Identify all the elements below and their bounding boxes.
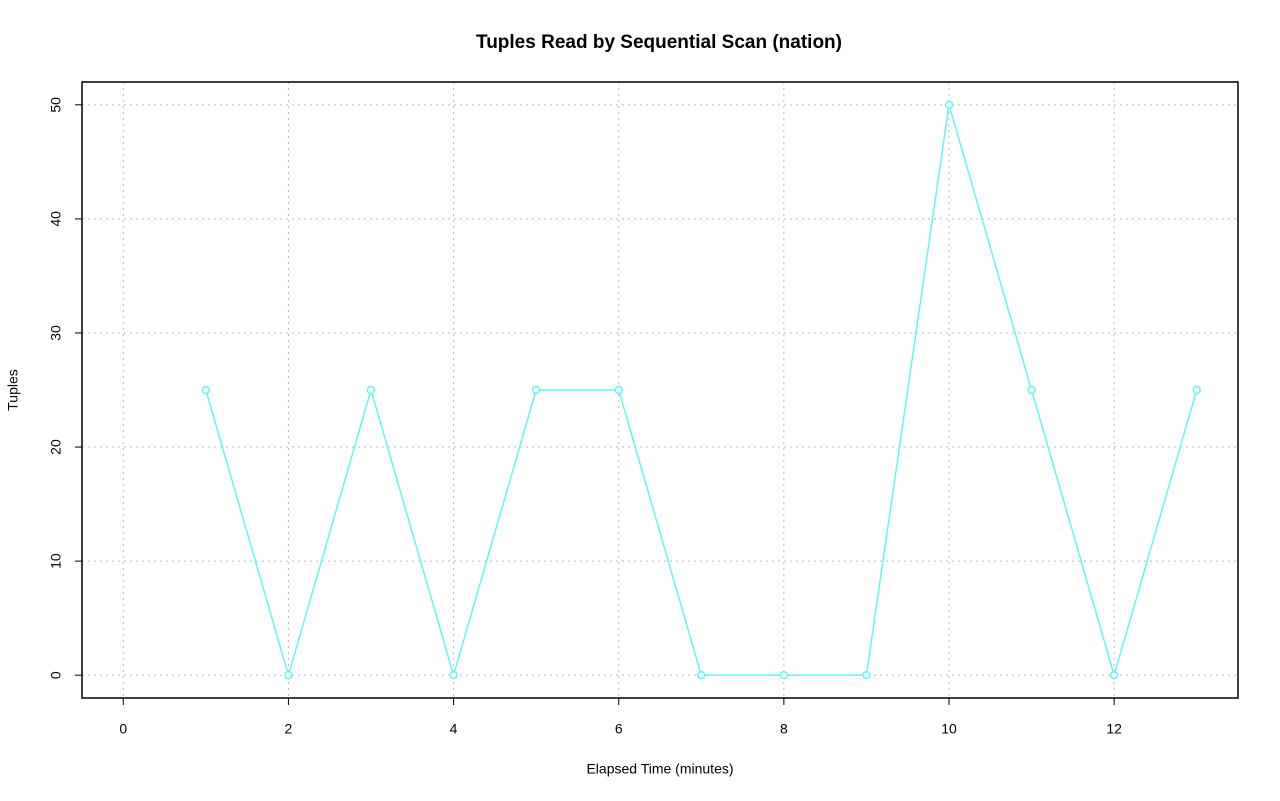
point (1027, 385, 1036, 395)
x-axis-label: Elapsed Time (minutes) (586, 761, 733, 777)
x-tick-label: 0 (119, 721, 127, 737)
y-tick-label: 0 (48, 671, 64, 679)
y-axis-label: Tuples (5, 369, 21, 411)
y-tick-label: 20 (48, 439, 64, 455)
chart-title: Tuples Read by Sequential Scan (nation) (476, 32, 842, 53)
plot-frame (81, 81, 1239, 699)
point (779, 670, 789, 680)
point (531, 385, 541, 395)
x-tick-label: 8 (780, 721, 788, 737)
x-tick-label: 10 (941, 721, 957, 737)
x-tick-label: 4 (450, 721, 458, 737)
y-tick-label: 30 (48, 325, 64, 341)
x-tick-label: 12 (1106, 721, 1122, 737)
point (366, 385, 376, 395)
point (201, 385, 211, 395)
y-tick-label: 50 (48, 97, 64, 113)
y-tick-label: 10 (48, 553, 64, 569)
point (1192, 385, 1201, 395)
point (284, 670, 293, 680)
point (697, 670, 706, 680)
x-tick-label: 2 (285, 721, 293, 737)
x-tick-label: 6 (615, 721, 623, 737)
point (449, 670, 458, 680)
point (862, 670, 871, 680)
y-tick-label: 40 (48, 211, 64, 227)
point (944, 100, 954, 110)
point (614, 385, 623, 395)
point (1109, 670, 1119, 680)
